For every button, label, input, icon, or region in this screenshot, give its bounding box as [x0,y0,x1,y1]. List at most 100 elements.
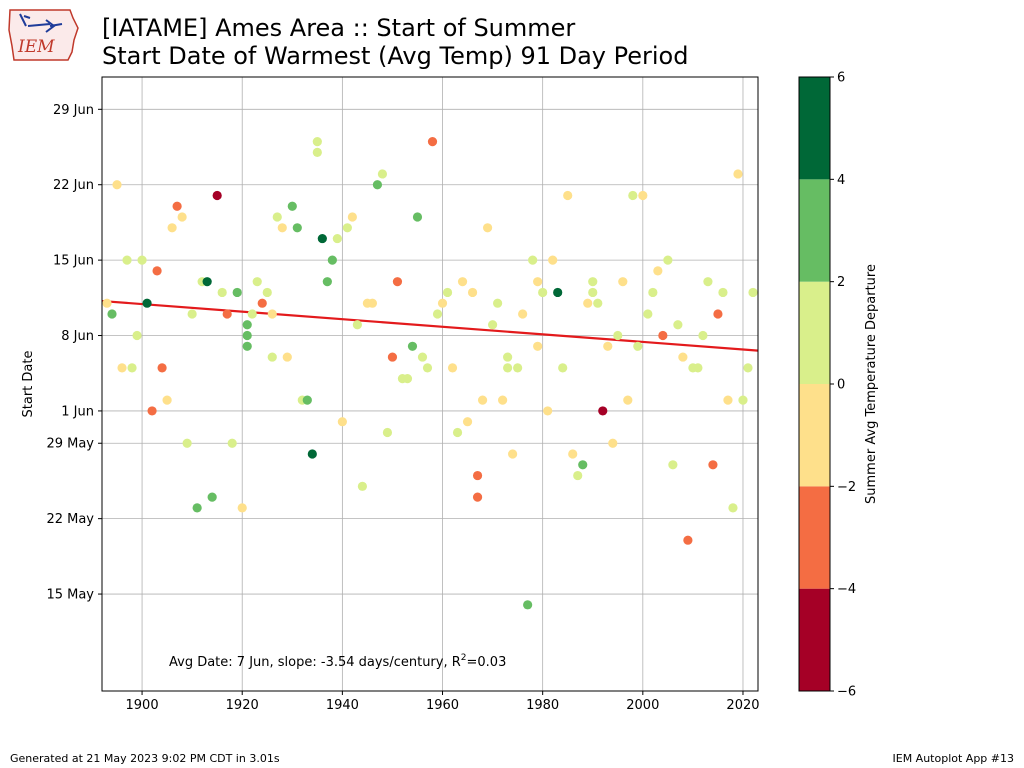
data-point [432,309,443,319]
data-point [257,298,267,308]
data-point [272,212,282,222]
chart-title-line-2: Start Date of Warmest (Avg Temp) 91 Day … [102,42,689,70]
x-tick-label: 1920 [226,698,259,713]
data-point [548,255,558,265]
data-point [523,600,533,610]
colorbar-segment [799,179,830,282]
x-tick-label: 1980 [526,698,559,713]
y-axis-label: Start Date [21,351,36,418]
data-point [412,212,423,222]
grid-lines [102,77,758,691]
data-point [347,212,357,222]
y-tick-label: 22 Jun [53,178,94,193]
data-point [578,460,588,470]
data-point [493,298,503,308]
data-point [683,535,693,545]
data-point [738,395,748,405]
data-point [533,341,543,351]
data-point [317,233,327,244]
data-point [217,287,227,298]
data-point [292,223,302,233]
trend-line [101,299,759,352]
plot-frame [101,76,759,692]
colorbar-tick-label: 4 [837,173,845,188]
colorbar-label: Summer Avg Temperature Departure [864,264,879,504]
data-point [503,352,513,362]
trend-layer [101,299,759,352]
data-point [528,255,538,265]
data-point [372,180,383,190]
data-point [302,395,312,405]
data-point [327,255,337,265]
data-point [723,395,733,405]
y-tick-label: 15 Jun [53,254,94,269]
data-point [553,287,563,298]
y-tick-label: 8 Jun [61,329,94,344]
data-point [593,298,603,308]
data-point [147,406,157,416]
data-point [588,277,598,287]
data-point [728,503,738,513]
data-point [322,277,332,287]
data-point [713,309,723,319]
data-point [698,330,708,341]
colorbar-segment [799,77,830,180]
data-point [633,341,643,351]
data-point [252,277,262,287]
data-point [482,223,493,233]
data-point [563,190,573,201]
data-point [588,287,598,298]
y-tick-label: 29 May [46,437,94,452]
data-point [352,320,362,330]
data-point [232,287,242,298]
data-point [748,287,758,298]
colorbar: −6 −4 −2 0 2 4 6 [798,71,856,700]
data-point [222,309,232,319]
data-point [212,190,222,201]
colorbar-tick-label: 6 [837,71,845,86]
data-point [332,233,342,244]
data-point [267,309,277,319]
colorbar-tick-label: 0 [837,378,845,393]
y-tick-label: 29 Jun [53,103,94,118]
colorbar-tick-label: −4 [837,582,856,597]
data-point [648,287,658,298]
data-point [477,395,488,405]
data-point [132,330,142,341]
data-point [663,255,673,265]
y-tick-label: 22 May [46,512,94,527]
data-point [558,363,568,373]
data-point [377,169,388,179]
data-point [718,287,728,298]
colorbar-segment [799,588,830,691]
data-point [407,341,418,351]
x-tick-label: 2020 [726,698,759,713]
data-point [312,137,322,147]
data-point [638,190,648,201]
data-point [282,352,292,362]
data-point [287,201,297,211]
y-tick-label: 1 Jun [61,404,94,419]
data-point [518,309,528,319]
data-point [598,406,608,416]
colorbar-tick-label: −2 [837,480,856,495]
data-point [277,223,287,233]
data-point [142,298,152,308]
data-point [242,330,252,341]
colorbar-segment [799,486,830,589]
data-point [227,438,237,448]
data-point [187,309,197,319]
data-point [437,298,448,308]
data-point [703,277,713,287]
data-point [112,180,122,190]
data-point [708,460,718,470]
data-point [242,341,252,351]
iem-logo: IEM [8,9,79,61]
data-point [452,427,463,438]
data-point [693,363,703,373]
data-point [603,341,613,351]
data-point [608,438,618,448]
data-point [472,470,483,481]
x-axis: 1900 1920 1940 1960 1980 2000 2020 [126,691,760,713]
data-point [172,201,182,211]
